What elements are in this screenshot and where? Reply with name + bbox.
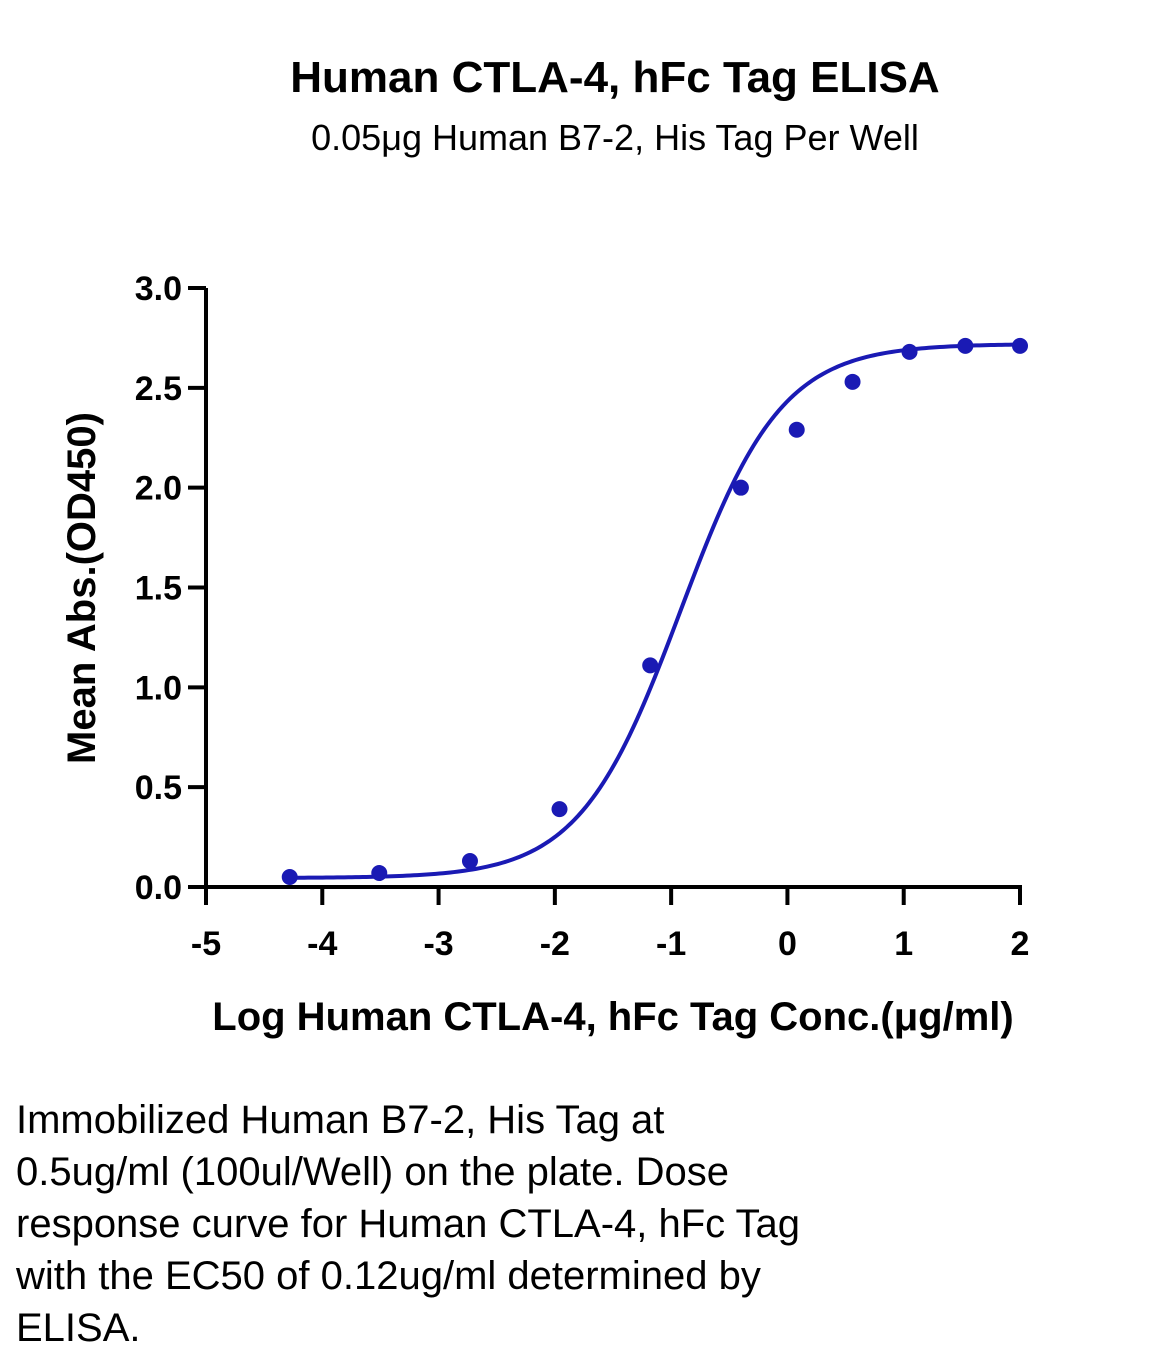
data-point xyxy=(461,853,478,870)
data-point xyxy=(901,343,918,360)
chart-subtitle: 0.05μg Human B7-2, His Tag Per Well xyxy=(311,117,919,158)
y-tick-label: 0.5 xyxy=(135,769,182,807)
caption-line: response curve for Human CTLA-4, hFc Tag xyxy=(16,1202,801,1246)
chart-plot: 0.0 0.5 1.0 1.5 2.0 2.5 3.0 -5 -4 -3 -2 -1 0 1 2 Log H… xyxy=(60,270,1030,1039)
y-tick-label: 1.5 xyxy=(135,570,182,608)
data-point xyxy=(788,421,805,438)
y-tick-label: 0.0 xyxy=(135,869,182,907)
x-tick-label: 2 xyxy=(1011,925,1030,963)
x-tick-label: -3 xyxy=(423,925,453,963)
y-axis-label: Mean Abs.(OD450) xyxy=(60,412,104,764)
caption: Immobilized Human B7-2, His Tag at 0.5ug… xyxy=(16,1094,1136,1354)
data-points xyxy=(281,337,1028,886)
data-point xyxy=(1012,337,1028,354)
x-tick-label: -5 xyxy=(191,925,221,963)
x-tick-label: 0 xyxy=(778,925,797,963)
x-tick-label: -1 xyxy=(656,925,686,963)
x-tick-label: -4 xyxy=(307,925,337,963)
data-point xyxy=(551,801,568,818)
fit-curve xyxy=(289,342,1021,880)
y-tick-label: 3.0 xyxy=(135,270,182,308)
data-point xyxy=(642,657,659,674)
data-point xyxy=(371,865,388,882)
x-tick-label: 1 xyxy=(894,925,913,963)
caption-line: 0.5ug/ml (100ul/Well) on the plate. Dose xyxy=(16,1150,729,1194)
data-point xyxy=(844,373,861,390)
data-point xyxy=(957,337,974,354)
fit-curve-group xyxy=(289,342,1021,880)
x-axis-label: Log Human CTLA-4, hFc Tag Conc.(μg/ml) xyxy=(212,995,1013,1039)
x-tick-label: -2 xyxy=(540,925,570,963)
y-tick-label: 1.0 xyxy=(135,669,182,707)
caption-line: Immobilized Human B7-2, His Tag at xyxy=(16,1098,665,1142)
caption-line: with the EC50 of 0.12ug/ml determined by xyxy=(16,1254,761,1298)
data-point xyxy=(281,869,298,886)
chart-title: Human CTLA-4, hFc Tag ELISA xyxy=(290,53,940,102)
y-tick-label: 2.5 xyxy=(135,370,182,408)
axes: 0.0 0.5 1.0 1.5 2.0 2.5 3.0 -5 -4 -3 -2 -1 0 1 2 xyxy=(135,270,1030,963)
data-point xyxy=(732,479,749,496)
y-tick-label: 2.0 xyxy=(135,470,182,508)
caption-line: ELISA. xyxy=(16,1306,141,1350)
